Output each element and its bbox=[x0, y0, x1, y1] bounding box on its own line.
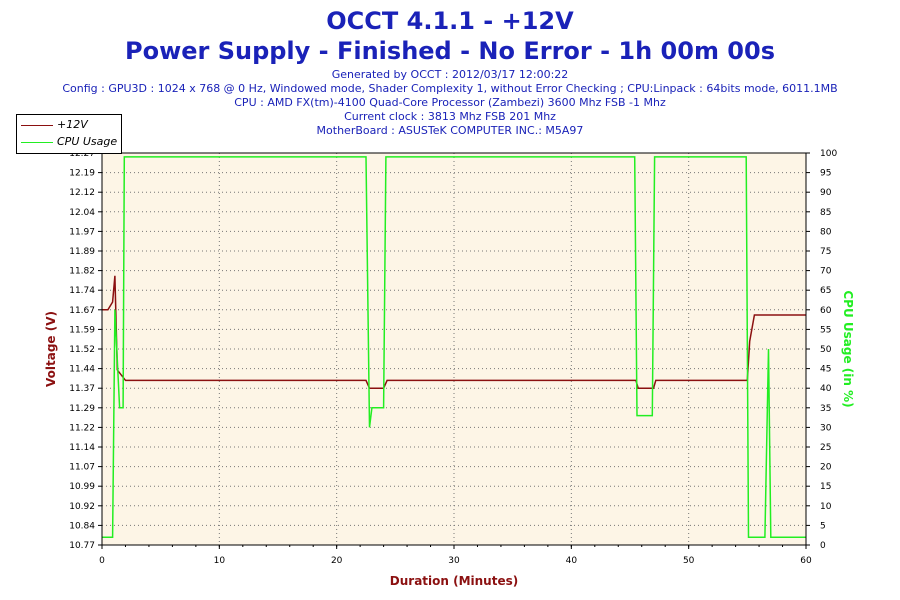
legend-label-cpu: CPU Usage bbox=[57, 135, 118, 148]
y2-tick-label: 65 bbox=[820, 286, 831, 296]
y-tick-label: 10.99 bbox=[69, 482, 95, 492]
info-cpu: CPU : AMD FX(tm)-4100 Quad-Core Processo… bbox=[234, 96, 666, 109]
y-tick-label: 11.52 bbox=[69, 345, 95, 355]
y2-tick-label: 50 bbox=[820, 345, 832, 355]
y2-tick-label: 40 bbox=[820, 384, 832, 394]
y2-tick-label: 100 bbox=[820, 149, 837, 159]
info-generated: Generated by OCCT : 2012/03/17 12:00:22 bbox=[331, 68, 569, 81]
chart-title: OCCT 4.1.1 - +12V bbox=[326, 7, 574, 35]
y-tick-label: 11.29 bbox=[69, 404, 95, 414]
y2-tick-label: 15 bbox=[820, 482, 831, 492]
x-tick-label: 50 bbox=[683, 556, 695, 566]
y-tick-label: 11.82 bbox=[69, 267, 95, 277]
y-tick-label: 12.27 bbox=[69, 149, 95, 159]
y-tick-label: 11.67 bbox=[69, 306, 95, 316]
y2-tick-label: 25 bbox=[820, 443, 831, 453]
y-tick-label: 11.22 bbox=[69, 423, 95, 433]
x-tick-label: 0 bbox=[99, 556, 105, 566]
chart-subtitle: Power Supply - Finished - No Error - 1h … bbox=[124, 37, 775, 65]
y-tick-label: 11.14 bbox=[69, 443, 95, 453]
legend-swatch-cpu bbox=[21, 142, 53, 143]
y2-tick-label: 75 bbox=[820, 247, 831, 257]
legend: +12V CPU Usage bbox=[16, 114, 122, 154]
info-current-clock: Current clock : 3813 Mhz FSB 201 Mhz bbox=[344, 110, 556, 123]
x-tick-label: 30 bbox=[448, 556, 460, 566]
legend-item-cpu: CPU Usage bbox=[17, 134, 121, 150]
plot-frame bbox=[101, 152, 807, 546]
y2-tick-label: 70 bbox=[820, 267, 832, 277]
y2-tick-label: 45 bbox=[820, 365, 831, 375]
series-line-voltage bbox=[102, 275, 806, 389]
y-tick-label: 11.97 bbox=[69, 227, 95, 237]
legend-label-voltage: +12V bbox=[57, 118, 88, 131]
info-config: Config : GPU3D : 1024 x 768 @ 0 Hz, Wind… bbox=[62, 82, 838, 95]
legend-swatch-voltage bbox=[21, 125, 53, 126]
y2-tick-label: 90 bbox=[820, 188, 832, 198]
y2-tick-label: 10 bbox=[820, 502, 832, 512]
y-tick-label: 10.92 bbox=[69, 502, 95, 512]
y2-tick-label: 60 bbox=[820, 306, 832, 316]
y2-tick-label: 55 bbox=[820, 325, 831, 335]
y2-tick-label: 20 bbox=[820, 463, 832, 473]
y-tick-label: 10.77 bbox=[69, 541, 95, 551]
legend-item-voltage: +12V bbox=[17, 117, 121, 133]
y2-tick-label: 35 bbox=[820, 404, 831, 414]
y-axis-label: Voltage (V) bbox=[44, 311, 58, 387]
y2-axis-label: CPU Usage (in %) bbox=[841, 290, 855, 407]
y-tick-label: 12.04 bbox=[69, 208, 95, 218]
y2-tick-label: 95 bbox=[820, 169, 831, 179]
y2-tick-label: 80 bbox=[820, 227, 832, 237]
x-tick-label: 60 bbox=[800, 556, 812, 566]
y2-tick-label: 0 bbox=[820, 541, 826, 551]
y-tick-label: 11.07 bbox=[69, 463, 95, 473]
y-tick-label: 11.44 bbox=[69, 365, 95, 375]
y-tick-label: 11.59 bbox=[69, 325, 95, 335]
y-tick-label: 11.37 bbox=[69, 384, 95, 394]
y2-tick-label: 30 bbox=[820, 423, 832, 433]
info-motherboard: MotherBoard : ASUSTeK COMPUTER INC.: M5A… bbox=[316, 124, 584, 137]
y2-tick-label: 5 bbox=[820, 521, 826, 531]
y-tick-label: 11.74 bbox=[69, 286, 95, 296]
y-tick-label: 11.89 bbox=[69, 247, 95, 257]
x-tick-label: 20 bbox=[331, 556, 343, 566]
series-line-cpu bbox=[102, 156, 806, 538]
x-axis-label: Duration (Minutes) bbox=[390, 574, 518, 588]
y-tick-label: 10.84 bbox=[69, 521, 95, 531]
y-tick-label: 12.12 bbox=[69, 188, 95, 198]
y2-tick-label: 85 bbox=[820, 208, 831, 218]
x-tick-label: 40 bbox=[566, 556, 578, 566]
x-tick-label: 10 bbox=[214, 556, 226, 566]
y-tick-label: 12.19 bbox=[69, 169, 95, 179]
